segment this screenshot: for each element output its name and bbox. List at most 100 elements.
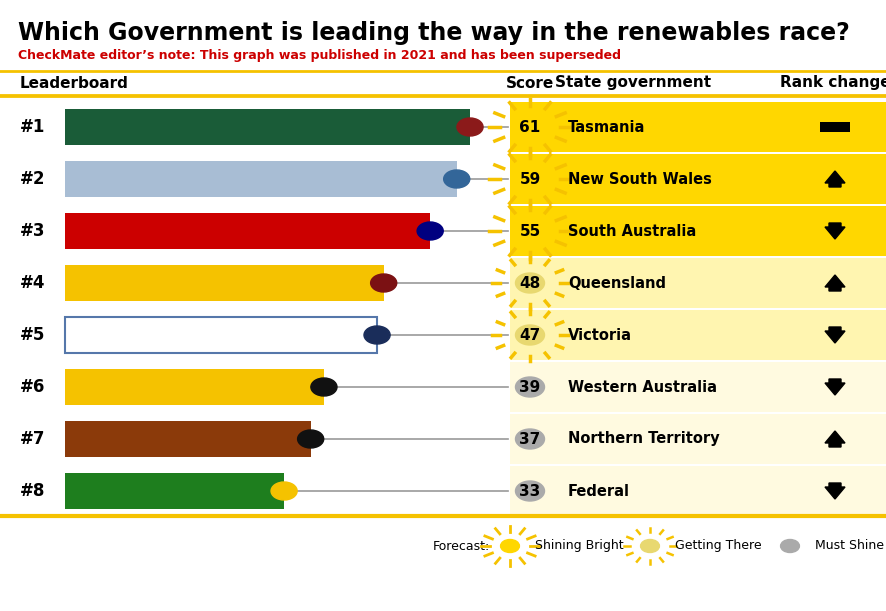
Point — [478, 123, 488, 131]
Ellipse shape — [516, 273, 545, 293]
Point — [540, 209, 550, 216]
Point — [662, 549, 672, 557]
Line: 2 pts: 2 pts — [495, 217, 503, 221]
Point — [494, 123, 505, 131]
Point — [504, 99, 515, 106]
Line: 2 pts: 2 pts — [495, 165, 503, 169]
Ellipse shape — [516, 117, 545, 137]
Line: 2 pts: 2 pts — [556, 241, 565, 245]
Point — [645, 529, 656, 536]
Bar — [510, 102, 886, 152]
Point — [560, 109, 571, 117]
Point — [504, 151, 515, 158]
Point — [487, 535, 498, 543]
Text: Federal: Federal — [568, 483, 630, 499]
Point — [533, 543, 544, 550]
Line: 2 pts: 2 pts — [667, 553, 672, 555]
Point — [667, 551, 678, 558]
Bar — [65, 213, 431, 249]
Point — [487, 331, 498, 338]
Point — [551, 113, 562, 120]
Point — [476, 543, 486, 550]
Line: 2 pts: 2 pts — [527, 553, 535, 556]
Line: 2 pts: 2 pts — [497, 345, 503, 348]
Point — [498, 290, 509, 297]
Line: 2 pts: 2 pts — [545, 260, 548, 265]
Point — [625, 543, 635, 550]
Text: 37: 37 — [519, 431, 540, 447]
Bar — [65, 316, 377, 353]
Point — [563, 331, 573, 338]
Point — [551, 342, 562, 349]
Point — [385, 331, 395, 338]
Text: 61: 61 — [519, 120, 540, 134]
Line: 2 pts: 2 pts — [509, 103, 515, 109]
Point — [502, 175, 513, 183]
Line: 2 pts: 2 pts — [495, 529, 500, 534]
Point — [502, 123, 513, 131]
Line: 2 pts: 2 pts — [511, 353, 515, 357]
Point — [556, 123, 566, 131]
Point — [557, 318, 568, 326]
Ellipse shape — [641, 540, 659, 552]
Point — [525, 203, 535, 211]
Text: Northern Territory: Northern Territory — [568, 431, 719, 447]
Point — [502, 435, 513, 442]
Point — [530, 532, 540, 540]
Point — [505, 529, 516, 536]
Point — [502, 488, 513, 495]
Text: #2: #2 — [20, 170, 45, 188]
Point — [563, 279, 573, 287]
Point — [505, 562, 516, 569]
Line: 2 pts: 2 pts — [627, 537, 633, 539]
FancyArrow shape — [825, 223, 845, 239]
Line: 2 pts: 2 pts — [511, 301, 515, 306]
Ellipse shape — [298, 430, 323, 448]
Point — [484, 175, 494, 183]
Point — [671, 543, 681, 550]
Line: 2 pts: 2 pts — [527, 536, 535, 539]
Point — [551, 269, 562, 276]
Text: #1: #1 — [20, 118, 45, 136]
Point — [545, 151, 556, 158]
Line: 2 pts: 2 pts — [485, 536, 493, 539]
Point — [543, 302, 554, 309]
Line: 2 pts: 2 pts — [556, 217, 565, 221]
Point — [502, 227, 513, 235]
Point — [331, 383, 342, 390]
Point — [318, 435, 329, 442]
Ellipse shape — [370, 274, 397, 292]
Point — [494, 331, 505, 338]
Point — [560, 241, 571, 249]
Point — [543, 257, 554, 264]
Point — [525, 254, 535, 261]
Point — [551, 290, 562, 297]
Text: Must Shine Brighter: Must Shine Brighter — [815, 540, 886, 552]
Point — [545, 200, 556, 207]
Point — [551, 238, 562, 245]
Point — [509, 261, 520, 268]
Point — [556, 175, 566, 183]
Line: 2 pts: 2 pts — [556, 293, 563, 296]
Line: 2 pts: 2 pts — [497, 270, 503, 273]
Text: CheckMate editor’s note: This graph was published in 2021 and has been supersede: CheckMate editor’s note: This graph was … — [18, 49, 621, 62]
Text: Tasmania: Tasmania — [568, 120, 645, 134]
Point — [464, 175, 475, 183]
Line: 2 pts: 2 pts — [509, 197, 515, 203]
Text: #6: #6 — [20, 378, 45, 396]
Bar — [510, 206, 886, 256]
Point — [525, 255, 535, 263]
Line: 2 pts: 2 pts — [545, 312, 548, 317]
Point — [551, 186, 562, 193]
Point — [509, 298, 520, 305]
Line: 2 pts: 2 pts — [637, 558, 640, 562]
Line: 2 pts: 2 pts — [509, 249, 515, 255]
Text: Shining Bright: Shining Bright — [535, 540, 624, 552]
Point — [545, 252, 556, 259]
Point — [525, 357, 535, 365]
Point — [632, 527, 642, 534]
Text: #4: #4 — [20, 274, 45, 292]
Line: 2 pts: 2 pts — [497, 293, 503, 296]
Point — [515, 554, 525, 562]
Point — [525, 155, 535, 162]
